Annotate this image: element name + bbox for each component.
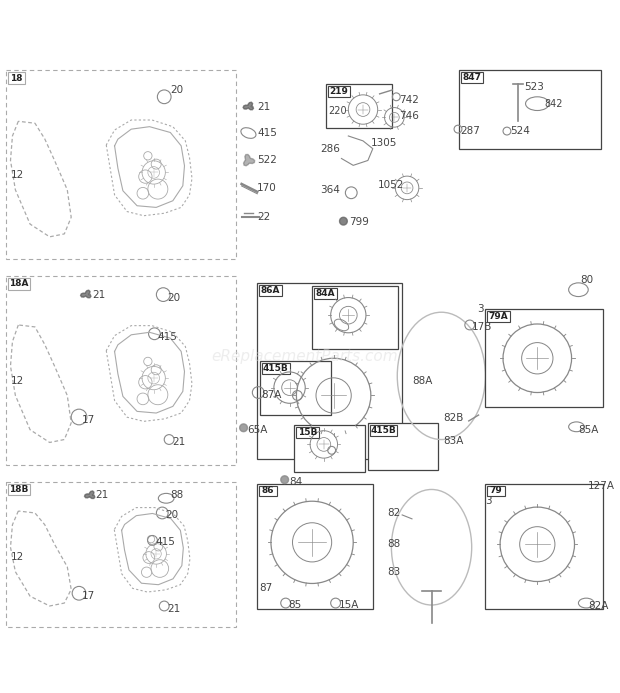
- Bar: [7, 484, 30, 495]
- Text: 21: 21: [257, 102, 270, 112]
- Text: 21: 21: [172, 437, 185, 448]
- Bar: [259, 486, 277, 496]
- Bar: [326, 84, 392, 128]
- Bar: [260, 361, 330, 415]
- Text: 17: 17: [82, 591, 95, 602]
- Bar: [485, 484, 603, 609]
- Text: 18B: 18B: [9, 485, 29, 494]
- Text: 79: 79: [490, 486, 503, 495]
- Text: 82: 82: [388, 508, 401, 518]
- Text: 415: 415: [257, 128, 277, 138]
- Text: 219: 219: [330, 87, 348, 96]
- Polygon shape: [281, 476, 288, 484]
- Bar: [296, 427, 319, 437]
- Text: 20: 20: [170, 85, 184, 95]
- Bar: [257, 484, 373, 609]
- Text: 3: 3: [477, 304, 484, 315]
- Text: 415B: 415B: [371, 426, 396, 435]
- Text: 842: 842: [544, 98, 563, 109]
- Polygon shape: [240, 424, 247, 432]
- Text: 18A: 18A: [9, 279, 29, 288]
- Text: 847: 847: [463, 73, 482, 82]
- Text: 21: 21: [167, 604, 180, 614]
- Text: 88: 88: [170, 491, 184, 500]
- Text: 287: 287: [460, 126, 480, 136]
- Text: 85: 85: [288, 600, 302, 610]
- Text: 21: 21: [95, 491, 109, 500]
- Bar: [6, 276, 236, 465]
- Bar: [487, 311, 510, 322]
- Text: 80: 80: [580, 275, 593, 285]
- Text: 742: 742: [399, 95, 419, 105]
- Text: 83A: 83A: [443, 437, 464, 446]
- Text: 82A: 82A: [588, 601, 609, 611]
- Bar: [485, 309, 603, 407]
- Text: 1052: 1052: [378, 180, 404, 190]
- Polygon shape: [340, 218, 347, 225]
- Text: 20: 20: [165, 510, 179, 520]
- Text: 86A: 86A: [261, 286, 280, 295]
- Text: 127A: 127A: [588, 480, 615, 491]
- Text: 415: 415: [157, 332, 177, 342]
- Text: 746: 746: [399, 112, 419, 121]
- Bar: [294, 425, 365, 472]
- Bar: [370, 425, 397, 436]
- Text: 12: 12: [11, 552, 24, 562]
- Text: 83: 83: [388, 567, 401, 577]
- Bar: [314, 288, 337, 299]
- Text: 86: 86: [262, 486, 274, 495]
- Text: 17: 17: [82, 415, 95, 425]
- Bar: [257, 283, 402, 459]
- Bar: [6, 71, 236, 259]
- Text: 3: 3: [485, 496, 492, 506]
- Text: 523: 523: [525, 82, 544, 92]
- Text: 88: 88: [388, 539, 401, 550]
- Bar: [328, 86, 350, 97]
- Text: 79A: 79A: [489, 312, 508, 321]
- Polygon shape: [243, 103, 254, 109]
- Text: 21: 21: [92, 290, 105, 299]
- Text: 85A: 85A: [578, 425, 599, 435]
- Polygon shape: [244, 155, 255, 166]
- Text: 88A: 88A: [412, 376, 432, 386]
- Text: 82B: 82B: [443, 413, 464, 423]
- Text: 522: 522: [257, 155, 277, 166]
- Text: 12: 12: [11, 376, 24, 386]
- Text: 15A: 15A: [339, 600, 359, 610]
- Bar: [461, 72, 484, 83]
- Polygon shape: [81, 290, 91, 298]
- Text: 170: 170: [257, 183, 277, 193]
- Bar: [487, 486, 505, 496]
- Polygon shape: [84, 491, 95, 498]
- Text: 65A: 65A: [247, 425, 268, 435]
- Bar: [259, 285, 281, 296]
- Text: 17B: 17B: [472, 322, 492, 332]
- Text: 20: 20: [167, 292, 180, 303]
- Text: 1305: 1305: [371, 138, 397, 148]
- Text: 524: 524: [510, 126, 529, 136]
- Bar: [368, 423, 438, 470]
- Text: 87: 87: [259, 584, 272, 593]
- Text: 87A: 87A: [261, 390, 281, 401]
- Text: 415B: 415B: [263, 364, 289, 373]
- Bar: [7, 278, 30, 290]
- Bar: [6, 482, 236, 626]
- Bar: [262, 363, 290, 374]
- Text: 12: 12: [11, 170, 24, 180]
- Text: 799: 799: [349, 217, 369, 227]
- Text: 84A: 84A: [316, 288, 335, 297]
- Text: 15B: 15B: [298, 428, 317, 437]
- Text: 364: 364: [320, 185, 340, 195]
- Text: 415: 415: [156, 537, 175, 547]
- Bar: [459, 71, 601, 149]
- Text: eReplacementParts.com: eReplacementParts.com: [211, 349, 397, 364]
- Text: 18: 18: [10, 73, 22, 82]
- Text: 84: 84: [290, 477, 303, 486]
- Bar: [7, 72, 25, 84]
- Text: 22: 22: [257, 212, 270, 222]
- Text: 220: 220: [329, 107, 347, 116]
- Bar: [312, 286, 398, 349]
- Text: 286: 286: [320, 143, 340, 154]
